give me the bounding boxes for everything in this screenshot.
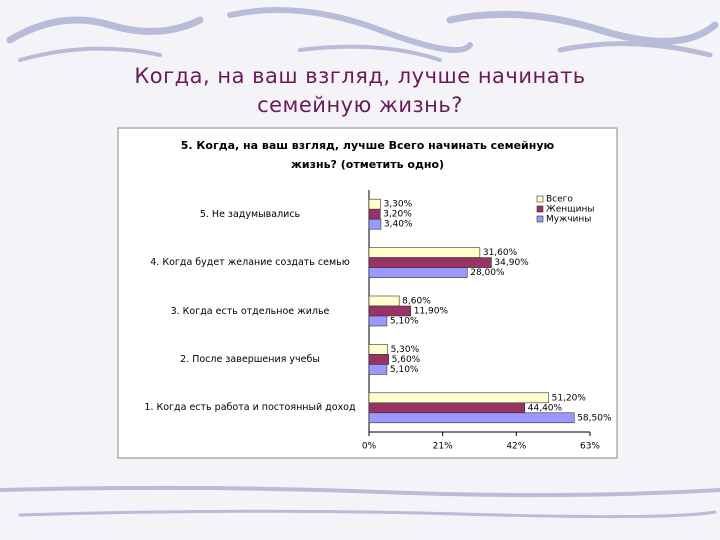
value-label: 3,30% <box>384 200 413 210</box>
bar <box>368 267 468 278</box>
value-label: 5,10% <box>390 365 419 375</box>
category-label: 2. После завершения учебы <box>180 353 320 365</box>
legend-label: Мужчины <box>546 215 591 225</box>
category-label-box: 1. Когда есть работа и постоянный доход <box>144 402 356 414</box>
decoration <box>0 7 720 519</box>
bar <box>368 392 549 404</box>
bar <box>368 364 388 375</box>
category-label-box: 2. После завершения учебы <box>180 353 320 365</box>
legend-swatch <box>536 205 544 213</box>
category-label: 4. Когда будет желание создать семью <box>150 257 350 269</box>
bar <box>368 315 388 327</box>
bar <box>368 412 575 424</box>
slide-title: Когда, на ваш взгляд, лучше начинать сем… <box>134 64 586 117</box>
value-label: 28,00% <box>470 268 505 278</box>
chart-title: 5. Когда, на ваш взгляд, лучше Всего нач… <box>180 139 555 171</box>
x-tick-label: 42% <box>506 442 526 452</box>
bar <box>368 295 400 307</box>
bar <box>368 198 381 210</box>
value-label: 3,20% <box>383 210 412 220</box>
bar <box>368 218 382 230</box>
category-label: 5. Не задумывались <box>199 208 301 220</box>
x-tick-label: 21% <box>433 442 453 452</box>
legend-label: Всего <box>546 195 573 205</box>
value-label: 58,50% <box>577 413 612 423</box>
bar <box>368 402 526 414</box>
bar <box>368 354 389 365</box>
value-label: 3,40% <box>384 220 413 230</box>
x-tick-label: 0% <box>362 442 377 452</box>
legend-label: Женщины <box>546 205 594 215</box>
category-label-box: 3. Когда есть отдельное жилье <box>170 305 330 317</box>
category-label: 3. Когда есть отдельное жилье <box>170 305 330 317</box>
value-label: 5,60% <box>392 355 421 365</box>
x-tick-label: 63% <box>580 442 600 452</box>
value-label: 8,60% <box>402 297 431 307</box>
value-label: 44,40% <box>528 403 563 413</box>
bar <box>368 247 481 258</box>
bar <box>368 257 492 268</box>
value-label: 51,20% <box>552 393 587 403</box>
category-label-box: 4. Когда будет желание создать семью <box>150 257 350 269</box>
legend-swatch <box>536 215 544 223</box>
category-label: 1. Когда есть работа и постоянный доход <box>144 402 356 414</box>
value-label: 11,90% <box>414 307 449 317</box>
value-label: 31,60% <box>483 248 518 258</box>
category-label-box: 5. Не задумывались <box>199 208 301 220</box>
bar <box>368 305 412 317</box>
legend-swatch <box>536 195 544 203</box>
chart-title-box: 5. Когда, на ваш взгляд, лучше Всего нач… <box>180 139 555 171</box>
bar <box>368 208 381 220</box>
value-label: 34,90% <box>494 258 529 268</box>
value-label: 5,30% <box>391 345 420 355</box>
bar <box>368 344 388 355</box>
value-label: 5,10% <box>390 317 419 327</box>
